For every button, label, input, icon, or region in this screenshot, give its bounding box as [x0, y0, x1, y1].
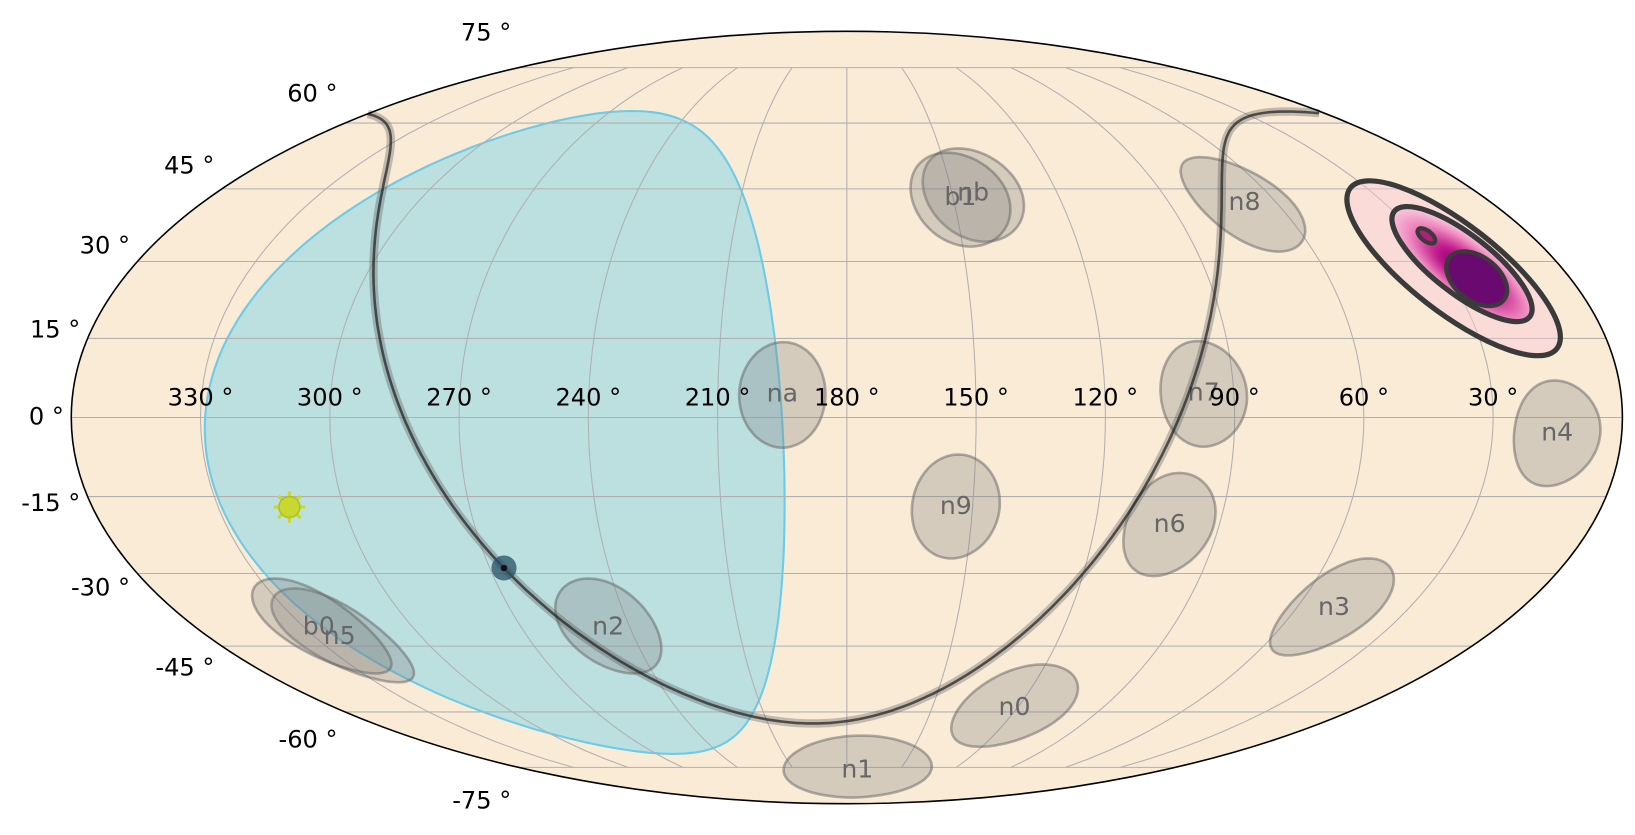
- detector-footprint: [782, 734, 934, 799]
- detector-label: n9: [940, 491, 972, 520]
- grid-line: [458, 67, 683, 768]
- lon-tick-label: 300 °: [297, 384, 363, 412]
- detector-label: n4: [1541, 417, 1573, 446]
- lon-tick-label: 240 °: [555, 384, 621, 412]
- detector-footprint: [949, 663, 1080, 749]
- galactic-plane: [367, 110, 1320, 725]
- lon-tick-label: 60 °: [1339, 384, 1389, 412]
- layers: 75 ° 60 ° 45 ° 30 ° 15 ° 0 ° -15 ° -30 ° -45 ° -6…: [21, 19, 1623, 814]
- grid-line: [717, 67, 793, 768]
- detector-label: n5: [324, 621, 356, 650]
- detector-label: b0: [303, 611, 335, 640]
- detector-label: n0: [999, 692, 1031, 721]
- lat-tick-label: -60 °: [279, 726, 338, 754]
- detector-footprint: [910, 453, 1002, 560]
- detector-footprint: [270, 587, 416, 684]
- lon-tick-label: 30 °: [1468, 384, 1518, 412]
- lat-tick-label: 45 °: [164, 152, 214, 180]
- lon-tick-label: 180 °: [814, 384, 880, 412]
- lat-tick-label: 60 °: [287, 79, 337, 107]
- detector-label: n6: [1154, 509, 1186, 538]
- lon-tick-label: 210 °: [685, 384, 751, 412]
- detector-footprint: [1512, 379, 1602, 488]
- detector-footprint: [737, 340, 827, 449]
- detector-label: n3: [1318, 592, 1350, 621]
- lon-tick-label: 90 °: [1209, 384, 1259, 412]
- detector-footprint: [553, 577, 663, 675]
- lat-tick-label: 30 °: [80, 231, 130, 259]
- lon-tick-label: 150 °: [943, 384, 1009, 412]
- detector-footprint: [1179, 155, 1307, 253]
- grid-line: [1010, 67, 1236, 768]
- sun: [273, 491, 306, 523]
- detector-label: nb: [957, 178, 989, 207]
- lat-tick-label: -75 °: [452, 786, 511, 814]
- detector-footprint: [250, 577, 393, 675]
- lat-tick-label: 0 °: [29, 403, 64, 431]
- grid-line: [1120, 67, 1494, 768]
- lat-tick-label: -30 °: [71, 574, 130, 602]
- lon-tick-label: 330 °: [168, 384, 234, 412]
- grid-line: [329, 67, 629, 768]
- detector-label: n1: [841, 755, 873, 784]
- detector-footprint: [1268, 557, 1396, 657]
- detector-footprint: [1159, 339, 1249, 448]
- grid-line: [955, 67, 1106, 768]
- galactic-center-dot: [500, 564, 508, 572]
- lat-tick-label: 75 °: [461, 19, 511, 47]
- detector-label: n2: [592, 611, 624, 640]
- localization: [1344, 178, 1563, 359]
- detector-label: na: [767, 379, 798, 408]
- grid-line: [199, 67, 574, 768]
- grid-line: [901, 67, 977, 768]
- lat-tick-label: -15 °: [21, 489, 80, 517]
- detector-label: b1: [944, 182, 976, 211]
- lon-tick-label: 120 °: [1073, 384, 1139, 412]
- sky-border: [70, 30, 1624, 805]
- contour: [1415, 226, 1438, 246]
- detector-footprint: [921, 147, 1026, 243]
- lat-tick-label: -45 °: [155, 653, 214, 681]
- detector-footprint: [909, 151, 1012, 248]
- lat-tick-label: 15 °: [30, 316, 80, 344]
- detector-label: n8: [1229, 187, 1261, 216]
- sun-disk: [278, 495, 301, 519]
- contour: [1444, 249, 1510, 309]
- lon-tick-label: 270 °: [426, 384, 492, 412]
- earth-occultation: [203, 110, 786, 755]
